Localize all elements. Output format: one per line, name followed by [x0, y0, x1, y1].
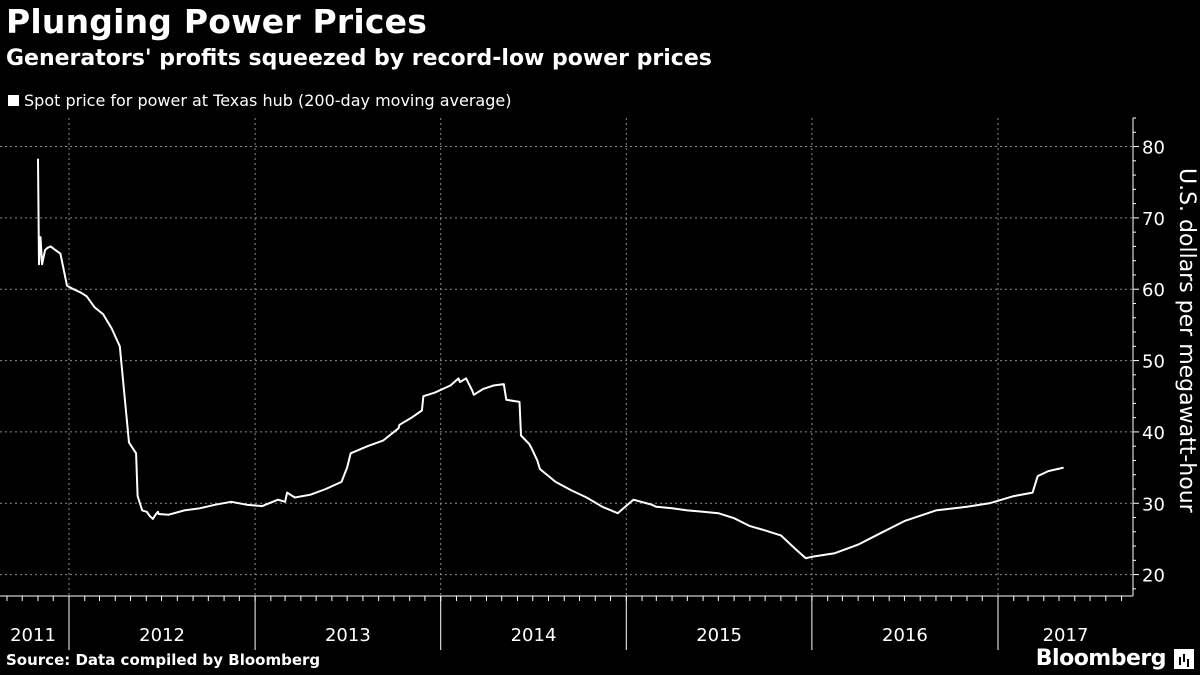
x-tick-label: 2014 [511, 625, 557, 646]
chart-title: Plunging Power Prices [6, 2, 428, 41]
x-tick-label: 2011 [10, 625, 56, 646]
chart-subtitle: Generators' profits squeezed by record-l… [6, 46, 712, 71]
y-tick-label: 80 [1142, 138, 1165, 159]
y-tick-label: 20 [1142, 566, 1165, 587]
axis-layer: 20 30 40 50 60 70 80 2011 2012 2013 2014 2015 2016 20… [0, 117, 1165, 650]
y-tick-label: 30 [1142, 494, 1165, 515]
bloomberg-logo: Bloomberg [1035, 646, 1167, 671]
x-tick-label: 2013 [325, 625, 371, 646]
x-tick-label: 2012 [139, 625, 185, 646]
y-axis-label: U.S. dollars per megawatt-hour [1174, 168, 1199, 514]
y-tick-label: 60 [1142, 280, 1165, 301]
x-tick-label: 2017 [1043, 625, 1089, 646]
x-tick-label: 2015 [696, 625, 742, 646]
y-tick-label: 50 [1142, 352, 1165, 373]
chart-icon [1174, 649, 1194, 669]
legend: Spot price for power at Texas hub (200-d… [8, 91, 511, 110]
x-tick-label: 2016 [882, 625, 928, 646]
series-line [37, 158, 1064, 560]
grid-layer [0, 118, 1133, 596]
series-layer [37, 158, 1064, 560]
y-tick-label: 70 [1142, 209, 1165, 230]
y-tick-label: 40 [1142, 423, 1165, 444]
source-note: Source: Data compiled by Bloomberg [6, 651, 321, 669]
legend-label: Spot price for power at Texas hub (200-d… [24, 91, 512, 110]
legend-swatch [8, 95, 19, 106]
